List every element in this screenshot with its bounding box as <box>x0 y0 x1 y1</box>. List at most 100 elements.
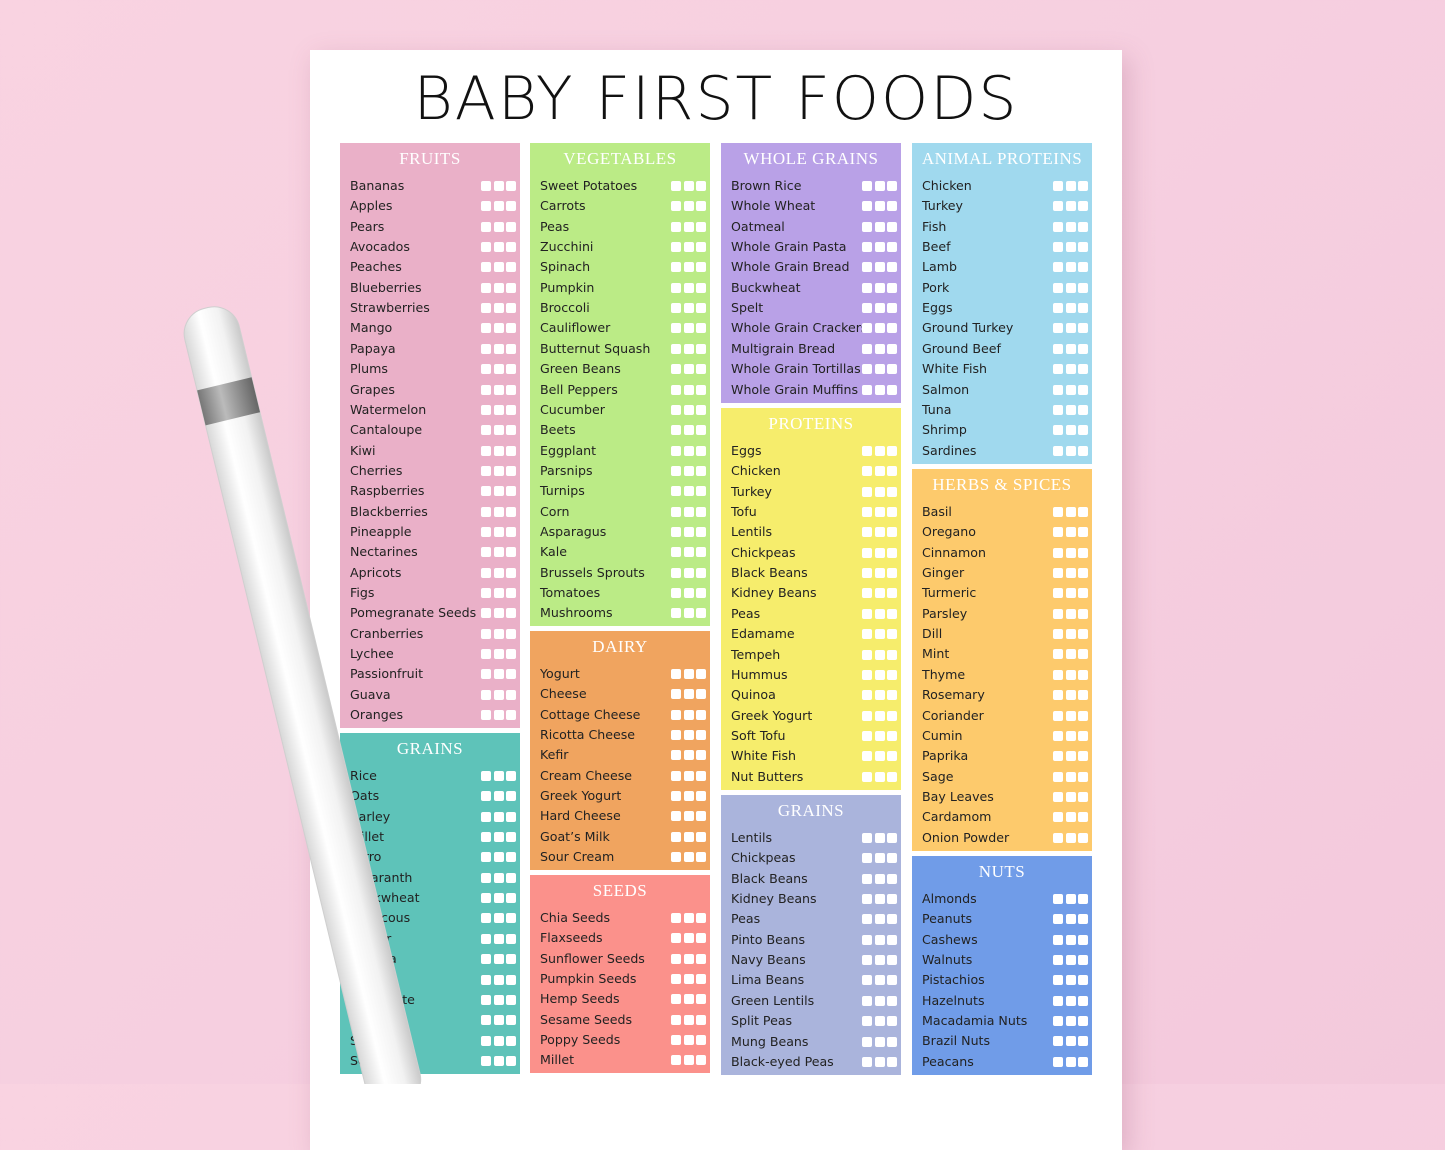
checkbox[interactable] <box>481 689 491 700</box>
checkbox[interactable] <box>1053 1036 1063 1047</box>
checkbox[interactable] <box>671 425 681 436</box>
checkbox[interactable] <box>671 709 681 720</box>
checkbox[interactable] <box>874 894 885 905</box>
checkbox[interactable] <box>696 791 706 802</box>
checkbox[interactable] <box>1065 914 1076 925</box>
checkbox[interactable] <box>493 323 504 334</box>
checkbox[interactable] <box>696 303 706 314</box>
checkbox[interactable] <box>874 323 885 334</box>
checkbox[interactable] <box>683 953 694 964</box>
checkbox[interactable] <box>671 364 681 375</box>
checkbox[interactable] <box>506 567 516 578</box>
checkbox[interactable] <box>862 730 872 741</box>
checkbox[interactable] <box>683 364 694 375</box>
checkbox[interactable] <box>1078 364 1088 375</box>
checkbox[interactable] <box>506 262 516 273</box>
checkbox[interactable] <box>874 833 885 843</box>
checkbox[interactable] <box>683 262 694 273</box>
checkbox[interactable] <box>683 465 694 476</box>
checkbox[interactable] <box>862 282 872 293</box>
checkbox[interactable] <box>874 608 885 619</box>
checkbox[interactable] <box>481 364 491 375</box>
checkbox[interactable] <box>1065 771 1076 782</box>
checkbox[interactable] <box>683 242 694 253</box>
checkbox[interactable] <box>506 994 516 1005</box>
checkbox[interactable] <box>506 303 516 314</box>
checkbox[interactable] <box>683 811 694 822</box>
checkbox[interactable] <box>874 995 885 1006</box>
checkbox[interactable] <box>493 404 504 415</box>
checkbox[interactable] <box>1078 201 1088 212</box>
checkbox[interactable] <box>1053 221 1063 232</box>
checkbox[interactable] <box>1053 812 1063 823</box>
checkbox[interactable] <box>1053 384 1063 395</box>
checkbox[interactable] <box>874 181 885 191</box>
checkbox[interactable] <box>671 791 681 802</box>
checkbox[interactable] <box>862 669 872 680</box>
checkbox[interactable] <box>1065 629 1076 640</box>
checkbox[interactable] <box>874 201 885 212</box>
checkbox[interactable] <box>1078 914 1088 925</box>
checkbox[interactable] <box>671 547 681 558</box>
checkbox[interactable] <box>1053 404 1063 415</box>
checkbox[interactable] <box>493 343 504 354</box>
checkbox[interactable] <box>1053 425 1063 436</box>
checkbox[interactable] <box>887 201 897 212</box>
checkbox[interactable] <box>481 384 491 395</box>
checkbox[interactable] <box>1078 690 1088 701</box>
checkbox[interactable] <box>671 221 681 232</box>
checkbox[interactable] <box>887 262 897 273</box>
checkbox[interactable] <box>1078 221 1088 232</box>
checkbox[interactable] <box>493 628 504 639</box>
checkbox[interactable] <box>1078 282 1088 293</box>
checkbox[interactable] <box>874 771 885 782</box>
checkbox[interactable] <box>481 933 491 944</box>
checkbox[interactable] <box>1078 730 1088 741</box>
checkbox[interactable] <box>506 649 516 660</box>
checkbox[interactable] <box>683 221 694 232</box>
checkbox[interactable] <box>1065 323 1076 334</box>
checkbox[interactable] <box>493 1015 504 1026</box>
checkbox[interactable] <box>683 770 694 781</box>
checkbox[interactable] <box>1078 894 1088 904</box>
checkbox[interactable] <box>683 709 694 720</box>
checkbox[interactable] <box>696 588 706 598</box>
checkbox[interactable] <box>874 221 885 232</box>
checkbox[interactable] <box>1065 894 1076 904</box>
checkbox[interactable] <box>481 445 491 456</box>
checkbox[interactable] <box>862 1016 872 1027</box>
checkbox[interactable] <box>696 1035 706 1046</box>
checkbox[interactable] <box>671 669 681 679</box>
checkbox[interactable] <box>671 831 681 842</box>
checkbox[interactable] <box>506 913 516 924</box>
checkbox[interactable] <box>493 547 504 558</box>
checkbox[interactable] <box>683 526 694 537</box>
checkbox[interactable] <box>1065 343 1076 354</box>
checkbox[interactable] <box>683 913 694 923</box>
checkbox[interactable] <box>1053 690 1063 701</box>
checkbox[interactable] <box>671 262 681 273</box>
checkbox[interactable] <box>1065 221 1076 232</box>
checkbox[interactable] <box>683 791 694 802</box>
checkbox[interactable] <box>1078 181 1088 191</box>
checkbox[interactable] <box>481 221 491 232</box>
checkbox[interactable] <box>493 649 504 660</box>
checkbox[interactable] <box>862 690 872 701</box>
checkbox[interactable] <box>493 567 504 578</box>
checkbox[interactable] <box>671 750 681 761</box>
checkbox[interactable] <box>1078 975 1088 986</box>
checkbox[interactable] <box>1053 894 1063 904</box>
checkbox[interactable] <box>1078 608 1088 619</box>
checkbox[interactable] <box>671 323 681 334</box>
checkbox[interactable] <box>1065 1016 1076 1027</box>
checkbox[interactable] <box>862 710 872 721</box>
checkbox[interactable] <box>481 181 491 191</box>
checkbox[interactable] <box>862 934 872 945</box>
checkbox[interactable] <box>862 364 872 375</box>
checkbox[interactable] <box>862 771 872 782</box>
checkbox[interactable] <box>683 404 694 415</box>
checkbox[interactable] <box>683 445 694 456</box>
checkbox[interactable] <box>887 181 897 191</box>
checkbox[interactable] <box>683 384 694 395</box>
checkbox[interactable] <box>887 975 897 986</box>
